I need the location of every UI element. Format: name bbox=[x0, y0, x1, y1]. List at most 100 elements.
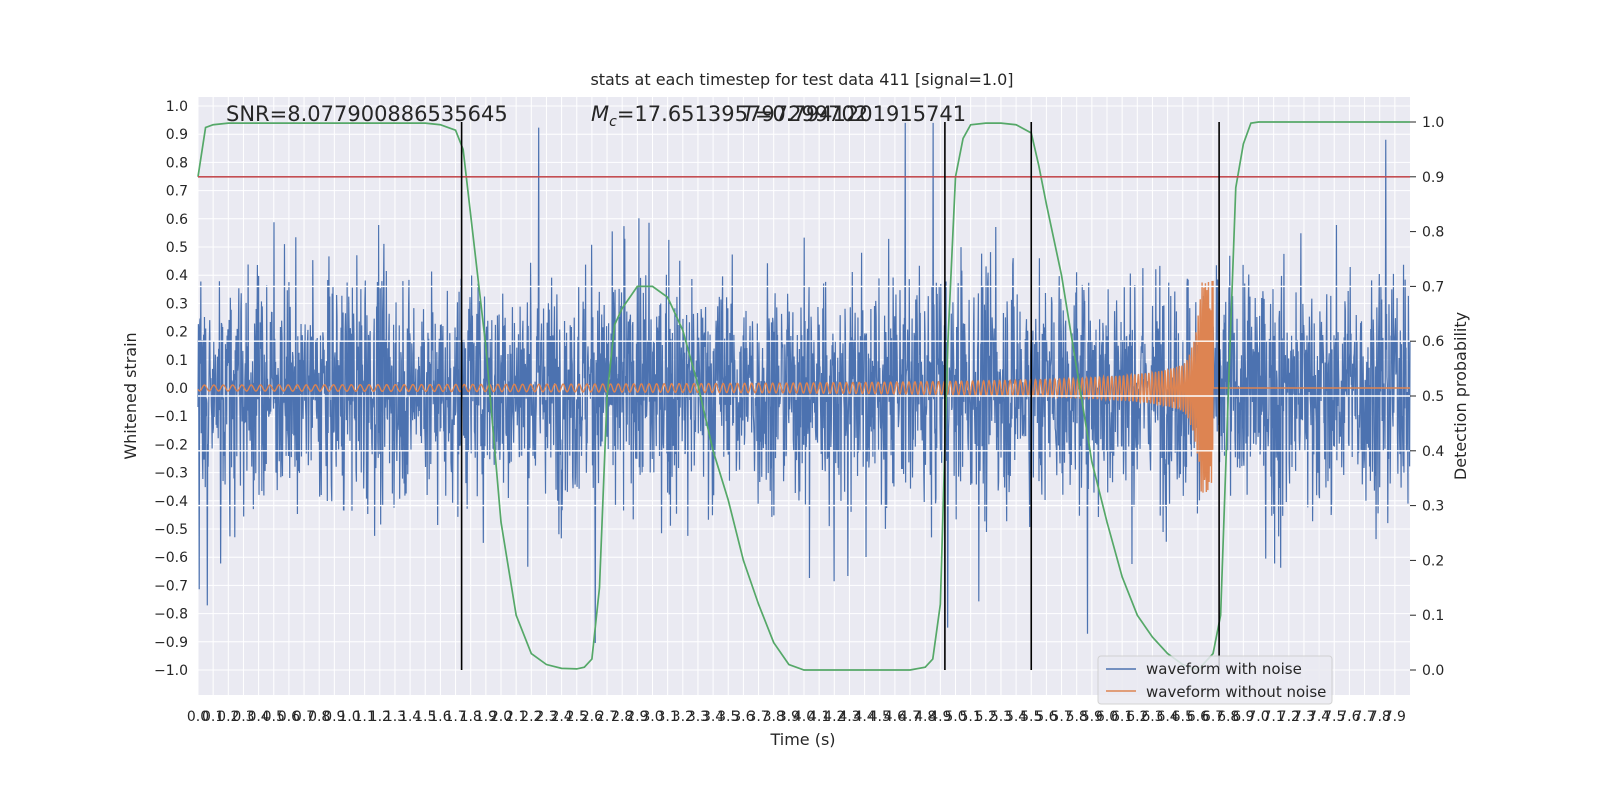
x-tick-label: 2.9 bbox=[626, 709, 648, 725]
x-tick-label: 4.8 bbox=[914, 709, 936, 725]
x-axis-label: Time (s) bbox=[769, 730, 835, 749]
y2-axis-ticks: 1.0 0.9 0.8 0.7 0.6 0.5 0.4 0.3 0.2 0.1 0.0 bbox=[1410, 115, 1444, 679]
x-tick-label: 6.5 bbox=[1172, 709, 1194, 725]
x-tick-label: 7.1 bbox=[1263, 709, 1285, 725]
x-tick-label: 0.1 bbox=[202, 709, 224, 725]
x-tick-label: 6.1 bbox=[1111, 709, 1133, 725]
x-tick-label: 0.5 bbox=[263, 709, 285, 725]
y-tick-label: −0.4 bbox=[154, 494, 188, 510]
x-tick-label: 7.0 bbox=[1247, 709, 1269, 725]
chart-title: stats at each timestep for test data 411… bbox=[590, 70, 1013, 89]
x-tick-label: 6.6 bbox=[1187, 709, 1209, 725]
snr-annotation: SNR=8.077900886535645 bbox=[226, 102, 508, 126]
y-tick-label: 0.4 bbox=[166, 268, 188, 284]
x-tick-label: 2.5 bbox=[566, 709, 588, 725]
x-tick-label: 4.9 bbox=[929, 709, 951, 725]
legend-label-noise: waveform with noise bbox=[1146, 660, 1302, 678]
y-tick-label: −0.3 bbox=[154, 466, 188, 482]
x-tick-label: 4.6 bbox=[884, 709, 906, 725]
x-tick-label: 5.6 bbox=[1035, 709, 1057, 725]
x-tick-label: 3.4 bbox=[702, 709, 724, 725]
x-tick-label: 0.2 bbox=[217, 709, 239, 725]
x-tick-label: 6.9 bbox=[1232, 709, 1254, 725]
x-tick-label: 5.2 bbox=[975, 709, 997, 725]
y-tick-label: −0.6 bbox=[154, 550, 188, 566]
y2-tick-label: 0.1 bbox=[1422, 608, 1444, 624]
y2-tick-label: 0.8 bbox=[1422, 225, 1444, 241]
y2-axis-label: Detection probability bbox=[1451, 312, 1470, 480]
x-tick-label: 5.3 bbox=[990, 709, 1012, 725]
x-tick-label: 4.3 bbox=[838, 709, 860, 725]
x-tick-label: 2.8 bbox=[611, 709, 633, 725]
y-tick-label: −0.9 bbox=[154, 635, 188, 651]
y-tick-label: 1.0 bbox=[166, 99, 188, 115]
y2-tick-label: 0.0 bbox=[1422, 663, 1444, 679]
x-tick-label: 6.8 bbox=[1217, 709, 1239, 725]
x-tick-label: 7.8 bbox=[1369, 709, 1391, 725]
y2-tick-label: 0.7 bbox=[1422, 279, 1444, 295]
x-tick-label: 6.2 bbox=[1126, 709, 1148, 725]
x-tick-label: 3.2 bbox=[672, 709, 694, 725]
y-tick-label: −0.2 bbox=[154, 437, 188, 453]
x-tick-label: 3.7 bbox=[747, 709, 769, 725]
x-tick-label: 7.6 bbox=[1338, 709, 1360, 725]
x-tick-label: 5.0 bbox=[944, 709, 966, 725]
y-tick-label: −0.7 bbox=[154, 578, 188, 594]
y-tick-label: 0.1 bbox=[166, 353, 188, 369]
x-tick-label: 7.9 bbox=[1384, 709, 1406, 725]
x-tick-label: 0.9 bbox=[323, 709, 345, 725]
x-tick-label: 6.0 bbox=[1096, 709, 1118, 725]
y-tick-label: −0.5 bbox=[154, 522, 188, 538]
x-tick-label: 1.6 bbox=[429, 709, 451, 725]
x-tick-label: 7.3 bbox=[1293, 709, 1315, 725]
y-tick-label: −0.1 bbox=[154, 409, 188, 425]
x-tick-label: 2.0 bbox=[490, 709, 512, 725]
x-tick-label: 7.4 bbox=[1308, 709, 1330, 725]
y-tick-label: −1.0 bbox=[154, 663, 188, 679]
x-tick-label: 3.3 bbox=[687, 709, 709, 725]
x-tick-label: 3.1 bbox=[657, 709, 679, 725]
x-tick-label: 1.9 bbox=[475, 709, 497, 725]
x-tick-label: 5.7 bbox=[1050, 709, 1072, 725]
x-tick-label: 1.5 bbox=[414, 709, 436, 725]
x-tick-label: 5.9 bbox=[1081, 709, 1103, 725]
y2-tick-label: 0.5 bbox=[1422, 389, 1444, 405]
x-tick-label: 2.3 bbox=[535, 709, 557, 725]
y2-tick-label: 1.0 bbox=[1422, 115, 1444, 131]
probability-gridlines bbox=[198, 285, 1410, 507]
x-tick-label: 5.5 bbox=[1020, 709, 1042, 725]
x-tick-label: 3.0 bbox=[641, 709, 663, 725]
x-tick-label: 4.4 bbox=[853, 709, 875, 725]
x-tick-label: 7.2 bbox=[1278, 709, 1300, 725]
x-tick-label: 7.7 bbox=[1353, 709, 1375, 725]
x-tick-label: 3.9 bbox=[778, 709, 800, 725]
x-axis-ticks: 0.00.10.20.30.40.50.60.70.80.91.01.11.21… bbox=[187, 709, 1406, 725]
x-tick-label: 6.7 bbox=[1202, 709, 1224, 725]
x-tick-label: 1.8 bbox=[460, 709, 482, 725]
clean-line bbox=[197, 280, 1410, 493]
x-tick-label: 5.1 bbox=[960, 709, 982, 725]
x-tick-label: 4.7 bbox=[899, 709, 921, 725]
y-tick-label: 0.8 bbox=[166, 155, 188, 171]
y2-tick-label: 0.9 bbox=[1422, 170, 1444, 186]
event-markers bbox=[460, 122, 1220, 670]
legend-box bbox=[1097, 655, 1333, 705]
x-tick-label: 1.3 bbox=[384, 709, 406, 725]
x-tick-label: 0.0 bbox=[187, 709, 209, 725]
detection-probability-line bbox=[197, 121, 1410, 671]
chirp-mass-annotation: Mc=17.651395797299702 bbox=[591, 102, 868, 130]
x-tick-label: 3.6 bbox=[732, 709, 754, 725]
x-tick-label: 6.4 bbox=[1156, 709, 1178, 725]
x-tick-label: 3.8 bbox=[763, 709, 785, 725]
x-tick-label: 1.2 bbox=[369, 709, 391, 725]
y-tick-label: −0.8 bbox=[154, 607, 188, 623]
legend: waveform with noise waveform without noi… bbox=[1097, 655, 1333, 705]
x-tick-label: 0.4 bbox=[247, 709, 269, 725]
y-tick-label: 0.2 bbox=[166, 325, 188, 341]
y-tick-label: 0.6 bbox=[166, 212, 188, 228]
legend-label-clean: waveform without noise bbox=[1146, 683, 1326, 701]
x-tick-label: 2.7 bbox=[596, 709, 618, 725]
y2-tick-label: 0.6 bbox=[1422, 334, 1444, 350]
y-axis-label: Whitened strain bbox=[121, 332, 140, 459]
x-tick-label: 6.3 bbox=[1141, 709, 1163, 725]
